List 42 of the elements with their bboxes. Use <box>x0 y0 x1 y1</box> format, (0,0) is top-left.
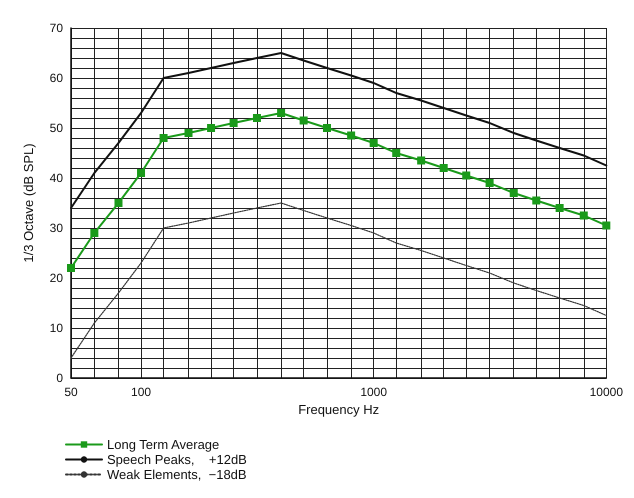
point <box>486 179 494 187</box>
point <box>207 124 216 132</box>
point <box>370 139 378 147</box>
point <box>580 212 588 220</box>
point <box>440 164 448 172</box>
point <box>252 114 261 122</box>
legend-label: Speech Peaks, +12dB <box>107 452 247 467</box>
point <box>556 204 564 212</box>
y-axis-title: 1/3 Octave (dB SPL) <box>21 143 36 263</box>
point <box>417 156 426 164</box>
x-tick-label: 1000 <box>360 385 388 399</box>
point <box>532 196 540 204</box>
y-tick-label: 70 <box>50 21 64 35</box>
x-tick-label: 50 <box>64 385 78 399</box>
y-tick-label: 20 <box>50 271 64 285</box>
y-tick-label: 0 <box>56 371 64 385</box>
legend-label: Weak Elements, −18dB <box>107 467 247 482</box>
point <box>114 199 122 207</box>
y-tick-label: 50 <box>50 121 64 135</box>
point <box>510 189 518 197</box>
x-tick-label: 100 <box>131 385 152 399</box>
point <box>602 222 610 230</box>
legend-label: Long Term Average <box>107 437 220 452</box>
y-tick-label: 60 <box>50 71 64 85</box>
y-tick-label: 10 <box>50 321 64 335</box>
point <box>160 134 168 142</box>
point <box>277 109 286 117</box>
point <box>462 172 470 180</box>
point <box>230 119 238 127</box>
point <box>184 129 193 137</box>
point <box>347 132 356 140</box>
line-series <box>70 202 607 359</box>
point <box>90 229 98 237</box>
point <box>322 124 331 132</box>
x-tick-label: 10000 <box>590 385 624 399</box>
y-tick-label: 30 <box>50 221 64 235</box>
point <box>300 116 308 124</box>
point <box>67 264 75 272</box>
point <box>137 169 146 177</box>
point <box>392 149 400 157</box>
y-tick-label: 40 <box>50 171 64 185</box>
x-axis-title: Frequency Hz <box>298 402 380 417</box>
